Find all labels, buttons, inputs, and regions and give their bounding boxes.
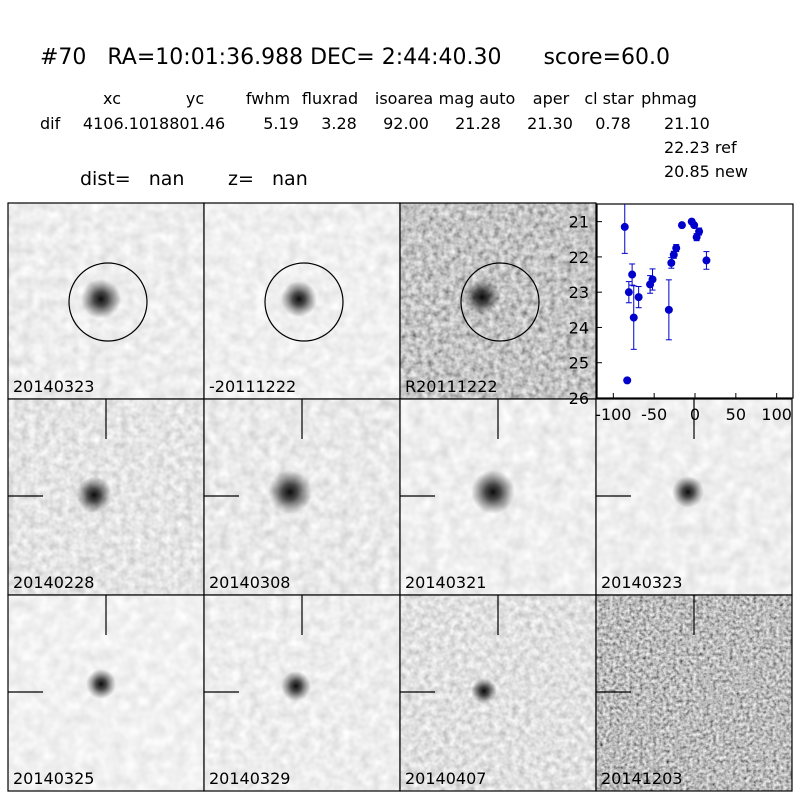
panel-label: R20111222 — [405, 377, 498, 396]
column-header: cl star — [584, 89, 634, 108]
point — [620, 222, 629, 231]
cell: 3.28 — [321, 114, 357, 133]
x-tick-label: -50 — [641, 405, 667, 424]
cell: 21.10 — [664, 114, 710, 133]
panel-label: 20140325 — [13, 769, 94, 788]
column-header: mag auto — [439, 89, 516, 108]
cell: 4106.10 — [83, 114, 149, 133]
column-header: isoarea — [375, 89, 433, 108]
cell: 21.28 — [455, 114, 501, 133]
cell: 92.00 — [383, 114, 429, 133]
z: z= nan — [228, 168, 308, 190]
x-tick-label: 100 — [761, 405, 792, 424]
panel-border — [595, 594, 793, 792]
source — [471, 470, 515, 514]
phmag-line: 20.85 new — [664, 162, 748, 181]
point — [629, 313, 638, 322]
point — [672, 244, 681, 253]
panels: 20140323 -20111222 R20111222 20140228 201403… — [7, 202, 793, 792]
point — [702, 256, 711, 265]
row-label: dif — [40, 114, 61, 133]
y-tick-label: 26 — [569, 389, 589, 408]
point — [669, 250, 678, 259]
light-curve: 21 22 23 24 25 26 -100 -50 0 50 100 — [569, 203, 794, 424]
column-header: xc — [103, 89, 121, 108]
cell: 5.19 — [263, 114, 299, 133]
aperture — [264, 262, 344, 342]
source — [672, 476, 704, 508]
point — [690, 221, 699, 230]
plot-area — [596, 203, 794, 399]
x-tick-label: 50 — [726, 405, 746, 424]
source — [81, 279, 121, 319]
panel-label: 20140308 — [209, 573, 290, 592]
y-tick-label: 24 — [569, 318, 589, 337]
panel-label: -20111222 — [209, 377, 296, 396]
source — [471, 678, 497, 704]
column-header: fluxrad — [302, 89, 358, 108]
panel-label: 20140407 — [405, 769, 486, 788]
panel-label: 20140321 — [405, 573, 486, 592]
y-tick-label: 25 — [569, 354, 589, 373]
point — [624, 288, 633, 297]
point — [623, 376, 632, 385]
panel-label: 20140329 — [209, 769, 290, 788]
title: #70 RA=10:01:36.988 DEC= 2:44:40.30 scor… — [40, 45, 670, 70]
panel-label: 20140228 — [13, 573, 94, 592]
source — [76, 477, 112, 513]
y-tick-label: 23 — [569, 283, 589, 302]
column-header: phmag — [641, 89, 697, 108]
source — [268, 470, 312, 514]
panel-label: 20140323 — [13, 377, 94, 396]
source — [86, 669, 116, 699]
panel-label: 20140323 — [601, 573, 682, 592]
dist: dist= nan — [80, 168, 184, 190]
x-tick-label: -100 — [595, 405, 631, 424]
point — [664, 305, 673, 314]
x-tick-label: 0 — [690, 405, 700, 424]
point — [634, 293, 643, 302]
aperture — [460, 262, 540, 342]
point — [628, 270, 637, 279]
column-header: yc — [186, 89, 204, 108]
cell: 0.78 — [595, 114, 631, 133]
phmag-line: 22.23 ref — [664, 138, 737, 157]
point — [677, 221, 686, 230]
panel-label: 20141203 — [601, 769, 682, 788]
point — [667, 258, 676, 267]
points — [620, 204, 711, 385]
cell: 21.30 — [527, 114, 573, 133]
source — [281, 671, 311, 701]
column-header: aper — [533, 89, 570, 108]
cell: 18801.46 — [149, 114, 225, 133]
aperture — [68, 262, 148, 342]
point — [648, 275, 657, 284]
source — [281, 281, 317, 317]
point — [695, 227, 704, 236]
y-tick-label: 21 — [569, 213, 589, 232]
column-header: fwhm — [246, 89, 290, 108]
source — [464, 279, 500, 315]
y-tick-label: 22 — [569, 248, 589, 267]
